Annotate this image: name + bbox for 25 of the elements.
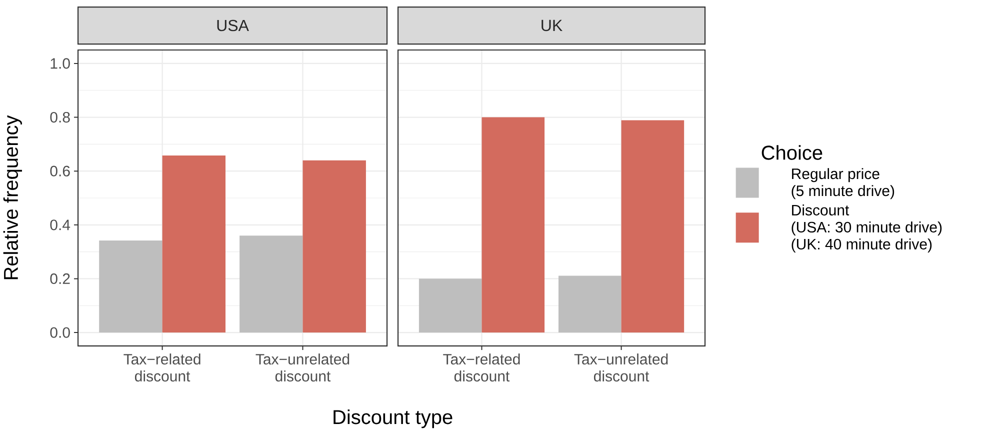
- y-tick-label: 1.0: [50, 58, 70, 69]
- x-tick-label: Tax−related discount: [443, 353, 520, 382]
- bar: [240, 235, 303, 332]
- y-axis-title: Relative frequency: [3, 115, 22, 279]
- legend-label: Regular price (5 minute drive): [792, 168, 894, 199]
- x-tick-label: Tax−related discount: [124, 353, 200, 382]
- bar: [162, 155, 226, 332]
- y-tick-label: 0.4: [50, 219, 70, 230]
- legend-title: Choice: [762, 144, 822, 160]
- bar: [558, 276, 622, 332]
- bar: [482, 117, 545, 332]
- bar: [621, 120, 684, 332]
- y-tick-label: 0.8: [50, 112, 70, 122]
- x-axis-title: Discount type: [334, 409, 452, 428]
- bar: [302, 160, 366, 332]
- y-tick-label: 0.6: [50, 166, 70, 176]
- y-tick-label: 0.2: [50, 273, 70, 284]
- y-tick-label: 0.0: [50, 326, 70, 338]
- x-tick-label: Tax−unrelated discount: [256, 353, 350, 382]
- chart-title: USA: [217, 20, 249, 31]
- x-tick-label: Tax−unrelated discount: [574, 353, 668, 382]
- legend-label: Discount (USA: 30 minute drive) (UK: 40 minute drive): [792, 204, 942, 252]
- chart-title: UK: [542, 20, 562, 31]
- bar: [99, 240, 162, 332]
- bar: [418, 278, 482, 332]
